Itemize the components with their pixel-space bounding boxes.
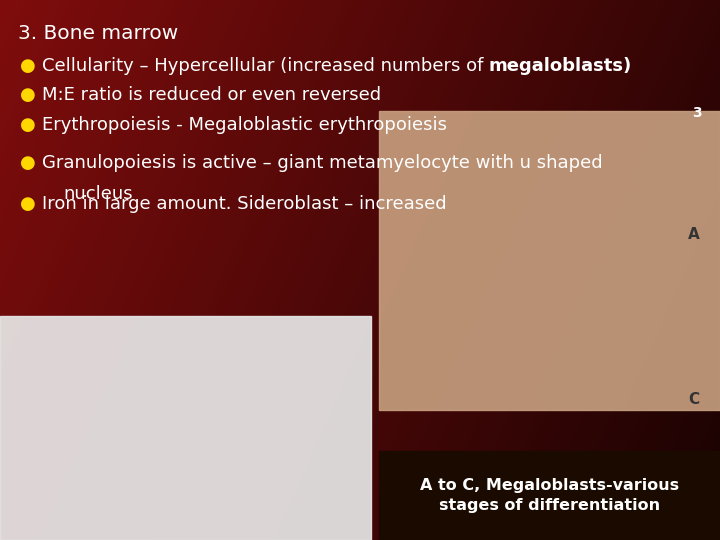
Text: Granulopoiesis is active – giant metamyelocyte with u shaped: Granulopoiesis is active – giant metamye… xyxy=(42,154,603,172)
Text: Erythropoiesis - Megaloblastic erythropoiesis: Erythropoiesis - Megaloblastic erythropo… xyxy=(42,116,446,134)
Bar xyxy=(379,451,720,540)
Text: C: C xyxy=(689,392,700,407)
Text: M:E ratio is reduced or even reversed: M:E ratio is reduced or even reversed xyxy=(42,86,381,104)
Text: A: A xyxy=(688,227,700,242)
Text: ●: ● xyxy=(20,57,36,75)
Text: nucleus: nucleus xyxy=(63,185,133,203)
Text: Iron in large amount. Sideroblast – increased: Iron in large amount. Sideroblast – incr… xyxy=(42,195,446,213)
Bar xyxy=(0,316,371,540)
Text: megaloblasts): megaloblasts) xyxy=(489,57,632,75)
Text: A to C, Megaloblasts-various
stages of differentiation: A to C, Megaloblasts-various stages of d… xyxy=(420,478,679,513)
Text: ●: ● xyxy=(20,154,36,172)
Text: Cellularity – Hypercellular (increased numbers of: Cellularity – Hypercellular (increased n… xyxy=(42,57,489,75)
Text: 3: 3 xyxy=(693,106,702,120)
Text: ●: ● xyxy=(20,116,36,134)
Text: ●: ● xyxy=(20,86,36,104)
Bar xyxy=(379,111,720,410)
Text: 3. Bone marrow: 3. Bone marrow xyxy=(18,24,179,43)
Text: ●: ● xyxy=(20,195,36,213)
